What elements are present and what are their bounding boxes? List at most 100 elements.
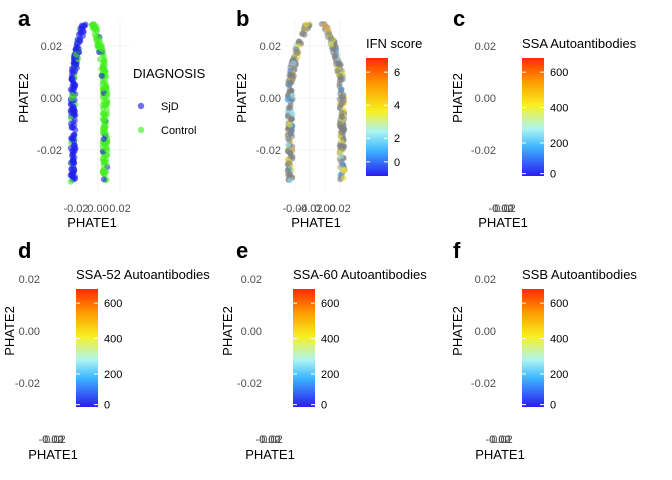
- x-tick-label: -0.02: [63, 203, 88, 215]
- y-tick-label: 0.02: [475, 274, 496, 286]
- scatter-point: [79, 25, 86, 32]
- x-tick-label: 0.00: [314, 203, 335, 215]
- scatter-point: [285, 141, 291, 148]
- y-axis-title: PHATE2: [450, 73, 465, 123]
- scatter-point: [98, 72, 105, 79]
- colorbar-label: 200: [321, 369, 339, 381]
- scatter-point: [337, 86, 344, 93]
- colorbar-label: 200: [550, 138, 568, 150]
- legend-title: DIAGNOSIS: [133, 66, 206, 81]
- y-tick-label: 0.00: [475, 93, 496, 105]
- y-tick-label: 0.02: [475, 41, 496, 53]
- y-tick-label: 0.02: [241, 274, 262, 286]
- colorbar-label: 600: [550, 67, 568, 79]
- x-tick-label: -0.04: [282, 203, 307, 215]
- y-tick-label: 0.00: [475, 326, 496, 338]
- legend-title: SSA-60 Autoantibodies: [293, 267, 427, 282]
- colorbar-label: 400: [550, 103, 568, 115]
- colorbar-label: 600: [321, 298, 339, 310]
- scatter-point: [336, 96, 343, 103]
- scatter-point: [285, 105, 292, 111]
- colorbar-label: 400: [550, 334, 568, 346]
- panel-d: d0.020.00-0.02PHATE2-0.020.000.02PHATE1S…: [2, 238, 210, 462]
- legend-label: Control: [161, 125, 196, 137]
- scatter-point: [101, 122, 108, 129]
- x-tick-label: -0.02: [255, 434, 280, 446]
- scatter-point: [285, 160, 292, 167]
- colorbar-label: 0: [104, 400, 110, 412]
- scatter-point: [94, 25, 100, 32]
- legend-title: SSB Autoantibodies: [522, 267, 637, 282]
- x-tick-label: -0.02: [297, 203, 322, 215]
- colorbar-label: 0: [321, 400, 327, 412]
- y-tick-label: 0.00: [41, 93, 62, 105]
- panel-letter-d: d: [18, 238, 31, 263]
- y-tick-label: -0.02: [15, 378, 40, 390]
- scatter-point: [289, 92, 296, 99]
- colorbar-label: 6: [394, 67, 400, 79]
- scatter-point: [287, 79, 294, 86]
- scatter-point: [333, 51, 340, 58]
- y-tick-label: 0.00: [19, 326, 40, 338]
- x-tick-label: 0.02: [109, 203, 130, 215]
- scatter-point: [296, 38, 303, 45]
- scatter-point: [68, 123, 75, 130]
- panel-f: f0.020.00-0.02PHATE2-0.020.000.02PHATE1S…: [450, 238, 637, 462]
- y-tick-label: 0.02: [260, 41, 281, 53]
- colorbar-label: 4: [394, 100, 400, 112]
- scatter-point: [99, 47, 106, 54]
- scatter-point: [99, 143, 106, 150]
- panel-letter-e: e: [236, 238, 248, 263]
- x-axis-title: PHATE1: [475, 447, 525, 462]
- scatter-point: [93, 38, 100, 44]
- panel-letter-c: c: [453, 6, 465, 31]
- x-tick-label: 0.00: [42, 434, 63, 446]
- colorbar: [366, 58, 388, 176]
- x-tick-label: -0.02: [485, 434, 510, 446]
- scatter-point: [286, 149, 293, 156]
- scatter-point: [77, 30, 84, 37]
- scatter-point: [290, 60, 297, 67]
- colorbar-label: 2: [394, 133, 400, 145]
- scatter-point: [69, 152, 75, 159]
- scatter-point: [100, 166, 107, 173]
- x-axis-title: PHATE1: [28, 447, 78, 462]
- x-tick-label: 0.00: [489, 434, 510, 446]
- colorbar: [293, 289, 315, 407]
- scatter-point: [68, 159, 75, 166]
- scatter-point: [72, 112, 79, 119]
- scatter-point: [340, 167, 347, 174]
- legend-label: SjD: [161, 101, 179, 113]
- x-tick-label: 0.02: [329, 203, 350, 215]
- y-axis-title: PHATE2: [234, 73, 249, 123]
- scatter-point: [286, 171, 293, 177]
- y-axis-title: PHATE2: [2, 306, 17, 356]
- y-tick-label: 0.02: [41, 41, 62, 53]
- scatter-point: [67, 145, 74, 152]
- scatter-point: [286, 86, 293, 93]
- scatter-point: [70, 63, 77, 70]
- y-axis-title: PHATE2: [450, 306, 465, 356]
- scatter-point: [102, 158, 109, 165]
- x-tick-label: -0.02: [488, 203, 513, 215]
- scatter-point: [339, 129, 345, 136]
- colorbar-label: 400: [104, 334, 122, 346]
- legend-title: SSA-52 Autoantibodies: [76, 267, 210, 282]
- legend-key-control: [137, 126, 145, 134]
- scatter-point: [303, 21, 310, 28]
- scatter-points: [284, 21, 348, 184]
- x-axis-title: PHATE1: [291, 215, 341, 230]
- y-tick-label: -0.02: [237, 378, 262, 390]
- scatter-point: [337, 73, 344, 80]
- colorbar: [76, 289, 98, 407]
- colorbar-label: 0: [394, 157, 400, 169]
- scatter-point: [328, 35, 334, 42]
- colorbar-label: 200: [104, 369, 122, 381]
- scatter-point: [69, 172, 76, 179]
- scatter-point: [336, 120, 343, 127]
- scatter-point: [68, 75, 75, 82]
- scatter-point: [336, 80, 343, 87]
- scatter-point: [99, 78, 106, 85]
